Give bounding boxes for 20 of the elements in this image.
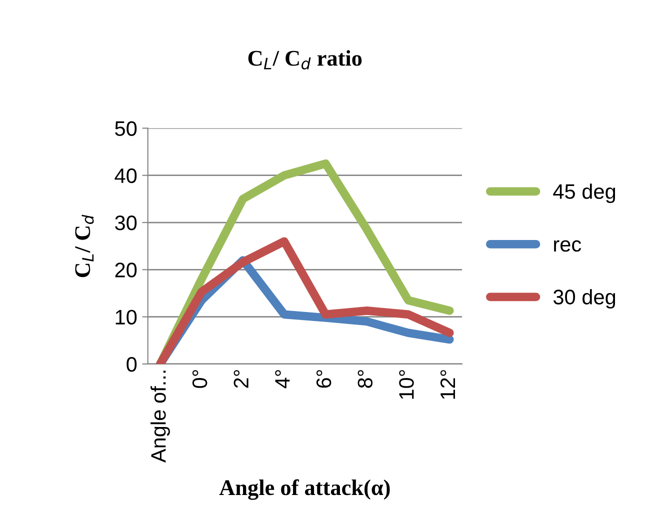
x-tick-label: 4°	[275, 370, 290, 388]
x-tick-label: 12°	[440, 370, 455, 399]
y-tick-label: 0	[126, 356, 137, 372]
legend-label: rec	[554, 240, 582, 252]
y-tick-label: 10	[116, 310, 137, 325]
y-tick-label: 20	[115, 262, 137, 278]
x-tick-label: 0°	[192, 370, 208, 388]
x-tick-label: 2°	[234, 370, 248, 388]
x-axis-title: Angle of attack(α)	[219, 479, 390, 500]
x-tick-label: Angle of...	[150, 370, 170, 463]
x-tick-label: 10°	[399, 370, 414, 399]
chart-title: C$_{L}$/ C$_{d}$ ratio	[248, 50, 362, 70]
x-tick-label: 8°	[358, 370, 373, 388]
y-tick-label: 40	[114, 168, 137, 184]
y-tick-label: 50	[115, 121, 137, 136]
legend-label: 30 deg	[553, 289, 616, 309]
x-tick-label: 6°	[316, 370, 332, 388]
y-axis-title: C$_{L}$/ C$_{d}$	[75, 214, 94, 278]
legend-label: 45 deg	[553, 184, 616, 204]
y-tick-label: 30	[115, 216, 137, 230]
